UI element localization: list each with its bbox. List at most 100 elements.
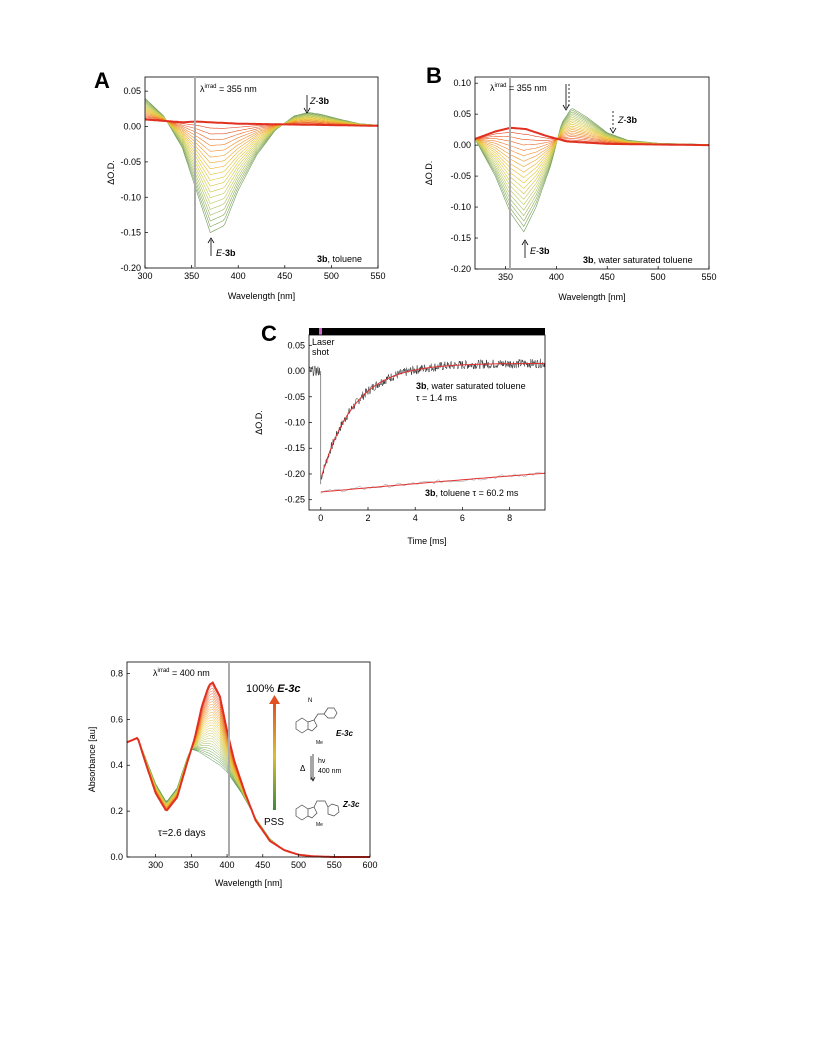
panel-a-series-6 <box>144 112 379 158</box>
panel-b-y-tick-label-0: 0.10 <box>453 78 471 88</box>
panel-d-bottom-label: PSS <box>264 817 284 828</box>
panel-a-series-19 <box>144 97 379 234</box>
panel-d-x-tick-label-3: 450 <box>255 860 270 870</box>
panel-b-z-label: Z-3b <box>617 115 638 125</box>
panel-a-e-label: E-3b <box>216 248 236 258</box>
panel-a-z-arrowhead <box>303 107 311 114</box>
panel-c-laser-marker <box>319 328 322 335</box>
panel-c-traces <box>308 358 546 495</box>
panel-a-series-9 <box>144 109 379 175</box>
panel-d-x-tick-label-4: 500 <box>291 860 306 870</box>
panel-d-x-tick-label-0: 300 <box>148 860 163 870</box>
panel-b-x-tick-label-0: 350 <box>498 272 513 282</box>
scheme-e-me-label: Me <box>316 740 323 746</box>
panel-d-x-tick-label-2: 400 <box>220 860 235 870</box>
panel-b-z2-arrowhead <box>609 127 617 134</box>
panel-b-y-tick-label-6: -0.20 <box>450 264 471 274</box>
scheme-e-azo <box>313 713 324 721</box>
scheme-delta-label: Δ <box>300 764 306 773</box>
panel-b-y-tick-label-1: 0.05 <box>453 109 471 119</box>
panel-d-gradient-arrowhead <box>269 695 280 704</box>
panel-a-y-tick-label-5: -0.20 <box>120 263 141 273</box>
panel-letter-b: B <box>426 63 442 88</box>
panel-c-x-tick-label-0: 0 <box>318 513 323 523</box>
panel-b-x-axis-label: Wavelength [nm] <box>558 292 625 302</box>
panel-c-baseline <box>308 365 321 378</box>
panel-b-spectra <box>474 108 710 233</box>
panel-a-e-arrowhead <box>207 237 215 244</box>
panel-c-x-axis-label: Time [ms] <box>407 536 446 546</box>
panel-d-y-tick-label-2: 0.4 <box>110 760 123 770</box>
panel-d-irradiation-label: λirrad = 400 nm <box>153 668 210 678</box>
panel-a-series-17 <box>144 100 379 222</box>
panel-a-x-tick-label-5: 550 <box>370 271 385 281</box>
scheme-z-benzo-ring <box>295 804 309 821</box>
panel-b-z-arrowhead-solid <box>562 104 570 111</box>
panel-d-series-27 <box>126 737 370 858</box>
panel-c-x-tick-label-3: 6 <box>460 513 465 523</box>
panel-letter-a: A <box>94 68 110 93</box>
panel-c-axes: 0 2 4 6 8 0.05 0.00 -0.05 -0.10 -0.15 -0.20 -0.25 Ti… <box>254 340 512 546</box>
panel-b-y-axis-label: ΔO.D. <box>424 161 434 186</box>
panel-a-x-tick-label-0: 300 <box>137 271 152 281</box>
panel-c-y-tick-label-2: -0.05 <box>284 392 305 402</box>
panel-d-y-tick-label-0: 0.0 <box>110 852 123 862</box>
scheme-e-benzo-ring <box>295 717 309 734</box>
scheme-z-azo <box>313 800 329 808</box>
panel-d-x-tick-label-5: 550 <box>327 860 342 870</box>
panel-d-x-tick-label-1: 350 <box>184 860 199 870</box>
scheme-hv-arrowhead <box>310 776 316 782</box>
panel-b-condition: 3b, water saturated toluene <box>583 255 693 265</box>
panel-a-irradiation-label: λirrad = 355 nm <box>200 84 257 94</box>
panel-b-e-label: E-3b <box>530 246 550 256</box>
panel-d-x-tick-label-6: 600 <box>362 860 377 870</box>
panel-d-y-tick-label-1: 0.2 <box>110 806 123 816</box>
panel-c-series1-label: 3b, water saturated toluene <box>416 381 526 391</box>
panel-d-x-axis-label: Wavelength [nm] <box>215 878 282 888</box>
panel-a-y-tick-label-0: 0.05 <box>123 86 141 96</box>
panel-b-axes: 350 400 450 500 550 0.10 0.05 0.00 -0.05 -0.10 -0.… <box>424 78 717 302</box>
panel-c-y-tick-label-1: 0.00 <box>287 366 305 376</box>
panel-d-top-label: 100% E-3c <box>246 683 300 695</box>
panel-d-y-tick-label-3: 0.6 <box>110 714 123 724</box>
scheme-hv-nm-label: 400 nm <box>318 768 342 775</box>
panel-c-trace-0 <box>320 358 546 480</box>
panel-c-series2-label: 3b, toluene τ = 60.2 ms <box>425 488 519 498</box>
panel-c-fit-0 <box>320 362 545 480</box>
panel-d-frame <box>126 661 371 858</box>
panel-a-y-axis-label: ΔO.D. <box>106 160 116 185</box>
panel-a-series-16 <box>144 101 379 216</box>
panel-d-scheme <box>295 707 340 821</box>
panel-a-x-axis-label: Wavelength [nm] <box>228 291 295 301</box>
panel-b-x-tick-label-3: 500 <box>651 272 666 282</box>
panel-a-frame <box>144 76 379 269</box>
panel-b-x-tick-label-4: 550 <box>701 272 716 282</box>
panel-c-x-tick-label-1: 2 <box>365 513 370 523</box>
panel-d-gradient-arrow <box>273 702 276 810</box>
panel-c-series1-tau: τ = 1.4 ms <box>416 393 457 403</box>
panel-d-y-axis-label: Absorbance [au] <box>87 727 97 793</box>
panel-b-e-arrowhead <box>521 239 529 246</box>
panel-c: C 0 2 4 6 8 0.05 0.00 -0.05 -0.10 -0.15 -0.20 -0.25… <box>254 321 546 546</box>
panel-a-y-tick-label-1: 0.00 <box>123 122 141 132</box>
panel-a-series-15 <box>144 102 379 210</box>
scheme-e-n-label: N <box>308 698 312 704</box>
panel-a-spectra <box>144 97 379 234</box>
panel-d-tau-label: τ=2.6 days <box>158 828 206 839</box>
panel-c-y-tick-label-4: -0.15 <box>284 443 305 453</box>
scheme-e-label: E-3c <box>336 729 353 738</box>
panel-c-dark-bar <box>309 328 545 335</box>
panel-a-x-tick-label-3: 450 <box>277 271 292 281</box>
panel-a-series-11 <box>144 106 379 187</box>
panel-b-frame <box>474 76 710 270</box>
panel-b-irradiation-label: λirrad = 355 nm <box>490 83 547 93</box>
panel-c-y-tick-label-5: -0.20 <box>284 469 305 479</box>
scheme-e-pyrrole-ring <box>307 719 318 732</box>
panel-a-y-tick-label-2: -0.05 <box>120 157 141 167</box>
panel-c-laser-label-2: shot <box>312 347 330 357</box>
panel-a-x-tick-label-1: 350 <box>184 271 199 281</box>
panel-a: A 300 350 400 450 500 550 0.05 0.00 -0.05 -0.10 -0… <box>94 68 386 301</box>
panel-letter-c: C <box>261 321 277 346</box>
panel-a-condition: 3b, toluene <box>317 254 362 264</box>
scheme-z-me-label: Me <box>316 822 323 828</box>
